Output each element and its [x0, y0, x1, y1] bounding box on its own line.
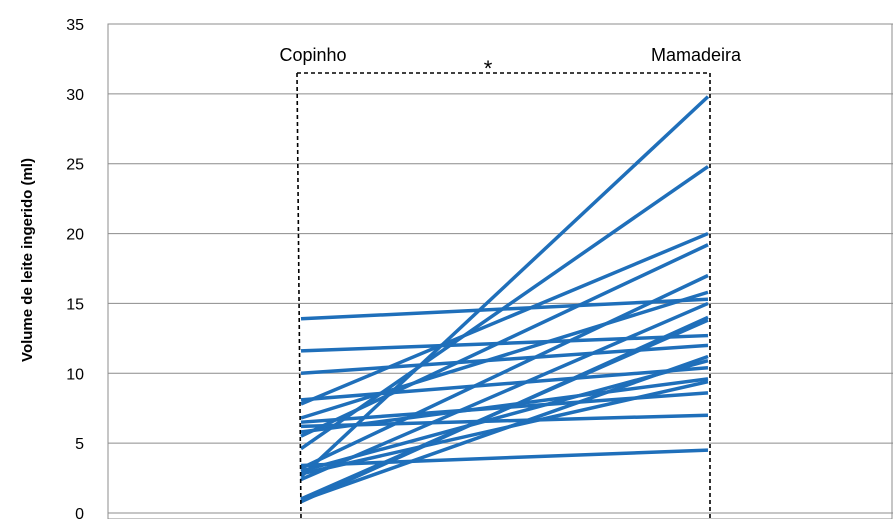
gridlines [107, 23, 893, 519]
subject-line-12 [300, 343, 709, 376]
y-tick-labels: 0 5 10 15 20 25 30 35 [66, 17, 84, 519]
subject-line-11 [300, 333, 709, 353]
subject-line-4 [300, 243, 709, 438]
subject-line-18 [300, 413, 709, 429]
y-tick-label-5: 5 [75, 436, 84, 453]
subject-line-20 [300, 448, 709, 468]
category-label-mamadeira: Mamadeira [651, 45, 742, 65]
significance-bracket [296, 72, 711, 519]
paired-lines [299, 95, 710, 504]
category-label-copinho: Copinho [279, 45, 346, 65]
y-tick-label-10: 10 [66, 366, 84, 383]
subject-line-7 [300, 297, 709, 321]
y-tick-label-15: 15 [66, 296, 84, 313]
plot-frame [107, 23, 893, 519]
subject-line-8 [300, 301, 709, 482]
subject-line-14 [300, 359, 709, 473]
y-tick-label-25: 25 [66, 157, 84, 174]
subject-line-1 [299, 95, 710, 478]
subject-line-3 [300, 231, 709, 406]
y-axis-label: Volume de leite ingerido (ml) [19, 158, 36, 362]
bracket-left [296, 72, 302, 519]
subject-line-19 [300, 391, 709, 424]
subject-line-5 [300, 273, 709, 470]
y-tick-label-35: 35 [66, 17, 84, 34]
subject-line-6 [300, 290, 709, 420]
y-tick-label-30: 30 [66, 87, 84, 104]
subject-line-15 [300, 365, 709, 402]
significance-marker: * [484, 56, 493, 81]
y-tick-label-20: 20 [66, 227, 84, 244]
y-tick-label-0: 0 [75, 506, 84, 519]
